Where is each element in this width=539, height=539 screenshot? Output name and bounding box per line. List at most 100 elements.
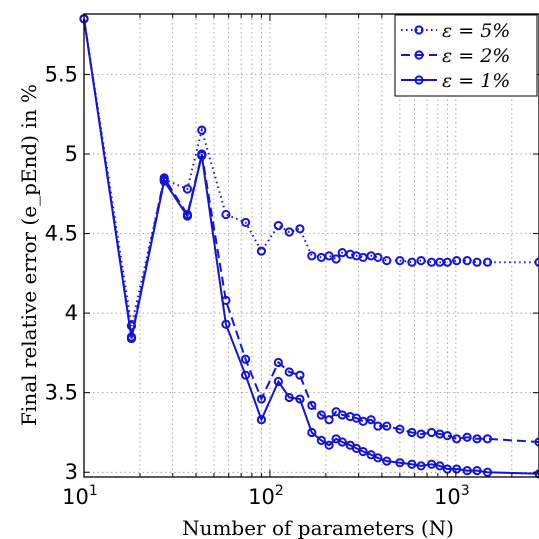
data-point — [462, 466, 472, 476]
series-line — [83, 18, 539, 443]
legend-entry: ε = 1% — [401, 70, 510, 92]
data-point — [442, 464, 452, 474]
data-point — [256, 394, 267, 404]
data-point — [382, 456, 392, 466]
legend-label: ε = 2% — [442, 45, 510, 67]
data-point — [295, 394, 305, 404]
data-point — [159, 176, 169, 186]
data-point — [373, 421, 383, 431]
data-point — [316, 252, 326, 263]
data-point — [426, 427, 437, 438]
data-point — [382, 421, 392, 431]
legend-marker — [414, 75, 424, 85]
x-tick-label: 103 — [434, 483, 470, 509]
data-point — [307, 400, 317, 411]
data-point — [452, 434, 462, 444]
data-point — [426, 257, 437, 267]
series-3 — [79, 14, 539, 479]
data-point — [324, 415, 334, 425]
legend-label: ε = 1% — [442, 70, 510, 92]
data-point — [182, 211, 193, 221]
data-point — [331, 254, 341, 264]
data-point — [452, 256, 462, 266]
data-point — [534, 257, 539, 267]
data-point — [407, 427, 417, 438]
data-point — [221, 209, 231, 220]
data-point — [241, 217, 251, 228]
data-point — [273, 221, 283, 231]
x-tick-label: 102 — [248, 483, 284, 509]
series-line — [83, 18, 539, 327]
data-point — [324, 251, 334, 261]
y-tick-label: 4.5 — [45, 222, 78, 246]
data-point — [295, 224, 305, 234]
data-point — [307, 251, 317, 261]
legend-entry: ε = 5% — [401, 20, 510, 42]
y-axis-label: Final relative error (e_pEnd) in % — [17, 84, 41, 426]
data-point — [241, 354, 251, 364]
data-point — [407, 459, 417, 469]
data-point — [373, 453, 383, 463]
data-point — [307, 427, 317, 438]
data-point — [295, 370, 305, 380]
data-point — [366, 415, 376, 425]
data-point — [284, 227, 294, 237]
legend-label: ε = 5% — [442, 20, 510, 42]
data-point — [256, 415, 267, 425]
data-point — [284, 392, 294, 403]
plot-frame — [83, 13, 539, 478]
data-point — [241, 370, 251, 380]
data-point — [358, 252, 368, 263]
data-point — [316, 435, 326, 446]
data-point — [426, 459, 437, 469]
y-tick-label: 3 — [65, 460, 78, 484]
data-point — [472, 434, 482, 444]
legend-marker — [414, 50, 424, 60]
y-tick-label: 5.5 — [45, 62, 78, 86]
data-point — [284, 367, 294, 377]
x-tick-label: 101 — [62, 483, 98, 509]
x-axis-label: Number of parameters (N) — [182, 516, 454, 539]
data-point — [382, 256, 392, 266]
data-point — [358, 446, 368, 457]
data-point — [256, 246, 267, 256]
y-tick-label: 4 — [65, 301, 78, 325]
data-point — [442, 431, 452, 441]
data-point — [416, 429, 426, 439]
data-point — [197, 151, 207, 161]
data-point — [482, 257, 493, 267]
data-point — [534, 437, 539, 447]
data-point — [182, 184, 193, 194]
data-point — [472, 466, 482, 476]
data-point — [273, 357, 283, 368]
legend: ε = 5% ε = 2% ε = 1% — [394, 14, 538, 97]
data-point — [407, 257, 417, 267]
data-point — [462, 256, 472, 266]
data-point — [395, 458, 405, 468]
data-point — [358, 416, 368, 426]
data-point — [197, 125, 207, 135]
data-point — [316, 410, 326, 420]
y-tick-label: 3.5 — [45, 381, 78, 405]
data-point — [482, 467, 493, 477]
data-point — [435, 461, 445, 471]
data-point — [395, 256, 405, 266]
data-point — [442, 257, 452, 267]
data-point — [472, 257, 482, 267]
data-point — [221, 319, 231, 329]
y-tick-label: 5 — [65, 142, 78, 166]
data-point — [273, 376, 283, 387]
legend-entry: ε = 2% — [401, 45, 510, 67]
data-point — [337, 437, 347, 447]
data-point — [534, 469, 539, 479]
data-point — [324, 440, 334, 450]
data-point — [416, 256, 426, 266]
series-2 — [79, 14, 539, 447]
axis-ticks: 3 3.5 4 4.5 5 5.5 101 102 103 — [45, 14, 539, 509]
data-point — [452, 464, 462, 474]
series-lines — [79, 14, 539, 479]
data-point — [462, 432, 472, 442]
data-point — [482, 434, 493, 444]
data-point — [373, 252, 383, 263]
